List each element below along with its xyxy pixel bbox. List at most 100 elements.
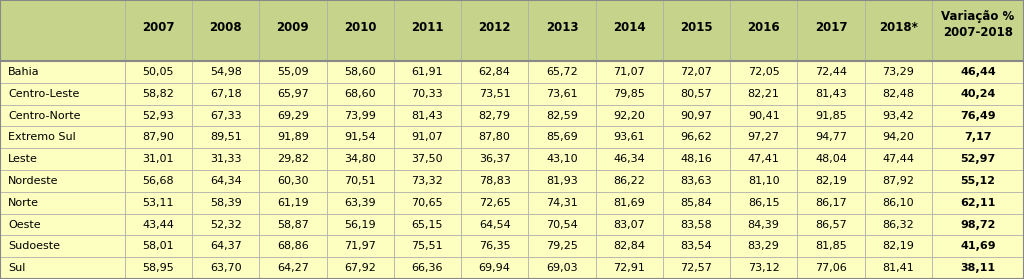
Text: 81,41: 81,41: [883, 263, 914, 273]
Text: 74,31: 74,31: [546, 198, 578, 208]
Text: 43,10: 43,10: [546, 154, 578, 164]
Bar: [932, 126, 1024, 148]
Text: 43,44: 43,44: [142, 220, 174, 230]
Text: 80,57: 80,57: [681, 89, 713, 99]
Text: 62,11: 62,11: [961, 198, 995, 208]
Text: 70,54: 70,54: [546, 220, 578, 230]
Bar: [394, 126, 461, 148]
Bar: [730, 170, 798, 192]
Bar: [125, 148, 193, 170]
Text: 36,37: 36,37: [479, 154, 510, 164]
Bar: [0, 0, 125, 61]
Text: 50,05: 50,05: [142, 67, 174, 77]
Text: 86,57: 86,57: [815, 220, 847, 230]
Bar: [461, 235, 528, 257]
Text: 68,86: 68,86: [278, 241, 309, 251]
Text: 64,37: 64,37: [210, 241, 242, 251]
Text: 83,58: 83,58: [681, 220, 713, 230]
Text: 77,06: 77,06: [815, 263, 847, 273]
Bar: [663, 126, 730, 148]
Bar: [327, 105, 394, 126]
Bar: [327, 61, 394, 83]
Bar: [730, 105, 798, 126]
Text: 54,98: 54,98: [210, 67, 242, 77]
Text: 76,49: 76,49: [961, 110, 995, 121]
Text: 2014: 2014: [612, 21, 645, 34]
Text: 48,04: 48,04: [815, 154, 847, 164]
Text: Leste: Leste: [8, 154, 38, 164]
Bar: [730, 214, 798, 235]
Text: 60,30: 60,30: [278, 176, 308, 186]
Text: 52,93: 52,93: [142, 110, 174, 121]
Text: 2018*: 2018*: [879, 21, 918, 34]
Text: 70,65: 70,65: [412, 198, 443, 208]
Text: 79,85: 79,85: [613, 89, 645, 99]
Text: 7,17: 7,17: [965, 132, 991, 142]
Bar: [730, 148, 798, 170]
Text: 61,91: 61,91: [412, 67, 443, 77]
Bar: [596, 148, 663, 170]
Text: 72,65: 72,65: [479, 198, 511, 208]
Bar: [864, 257, 932, 279]
Text: 31,01: 31,01: [142, 154, 174, 164]
Bar: [528, 83, 596, 105]
Text: 55,12: 55,12: [961, 176, 995, 186]
Text: 64,34: 64,34: [210, 176, 242, 186]
Bar: [864, 61, 932, 83]
Text: 62,84: 62,84: [478, 67, 511, 77]
Bar: [0, 148, 125, 170]
Text: 82,19: 82,19: [883, 241, 914, 251]
Bar: [932, 235, 1024, 257]
Text: 72,44: 72,44: [815, 67, 847, 77]
Bar: [730, 257, 798, 279]
Bar: [125, 105, 193, 126]
Text: 58,39: 58,39: [210, 198, 242, 208]
Bar: [125, 126, 193, 148]
Text: 2010: 2010: [344, 21, 377, 34]
Text: 55,09: 55,09: [278, 67, 308, 77]
Bar: [596, 61, 663, 83]
Bar: [730, 61, 798, 83]
Text: 84,39: 84,39: [748, 220, 779, 230]
Text: 67,92: 67,92: [344, 263, 376, 273]
Bar: [864, 105, 932, 126]
Bar: [932, 170, 1024, 192]
Bar: [327, 192, 394, 214]
Text: 85,84: 85,84: [681, 198, 713, 208]
Text: 73,61: 73,61: [546, 89, 578, 99]
Bar: [461, 0, 528, 61]
Text: 2017: 2017: [815, 21, 847, 34]
Text: 58,82: 58,82: [142, 89, 174, 99]
Bar: [125, 83, 193, 105]
Text: 41,69: 41,69: [961, 241, 995, 251]
Bar: [0, 83, 125, 105]
Text: 82,84: 82,84: [613, 241, 645, 251]
Text: 72,91: 72,91: [613, 263, 645, 273]
Bar: [864, 235, 932, 257]
Text: 70,51: 70,51: [344, 176, 376, 186]
Text: 86,22: 86,22: [613, 176, 645, 186]
Bar: [864, 192, 932, 214]
Text: 2007: 2007: [142, 21, 175, 34]
Bar: [528, 170, 596, 192]
Text: Variação %
2007-2018: Variação % 2007-2018: [941, 10, 1015, 39]
Text: 46,34: 46,34: [613, 154, 645, 164]
Text: 93,61: 93,61: [613, 132, 645, 142]
Text: Norte: Norte: [8, 198, 39, 208]
Text: 91,89: 91,89: [276, 132, 309, 142]
Bar: [528, 214, 596, 235]
Text: 72,07: 72,07: [681, 67, 713, 77]
Text: 58,01: 58,01: [142, 241, 174, 251]
Bar: [663, 257, 730, 279]
Text: 52,32: 52,32: [210, 220, 242, 230]
Bar: [663, 148, 730, 170]
Text: 91,07: 91,07: [412, 132, 443, 142]
Text: 86,32: 86,32: [883, 220, 914, 230]
Text: 2009: 2009: [276, 21, 309, 34]
Bar: [663, 214, 730, 235]
Bar: [394, 83, 461, 105]
Bar: [394, 105, 461, 126]
Text: 73,32: 73,32: [412, 176, 443, 186]
Bar: [798, 257, 864, 279]
Text: 65,97: 65,97: [278, 89, 309, 99]
